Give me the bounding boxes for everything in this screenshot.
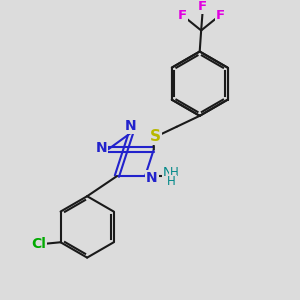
Text: N: N <box>163 166 172 179</box>
Text: F: F <box>178 9 187 22</box>
Text: H: H <box>167 176 176 188</box>
Text: S: S <box>149 129 161 144</box>
Text: N: N <box>96 141 107 155</box>
Text: F: F <box>216 9 225 22</box>
Text: Cl: Cl <box>31 237 46 251</box>
Text: F: F <box>198 0 207 13</box>
Text: H: H <box>170 166 179 179</box>
Text: N: N <box>146 171 158 184</box>
Text: N: N <box>125 119 137 133</box>
